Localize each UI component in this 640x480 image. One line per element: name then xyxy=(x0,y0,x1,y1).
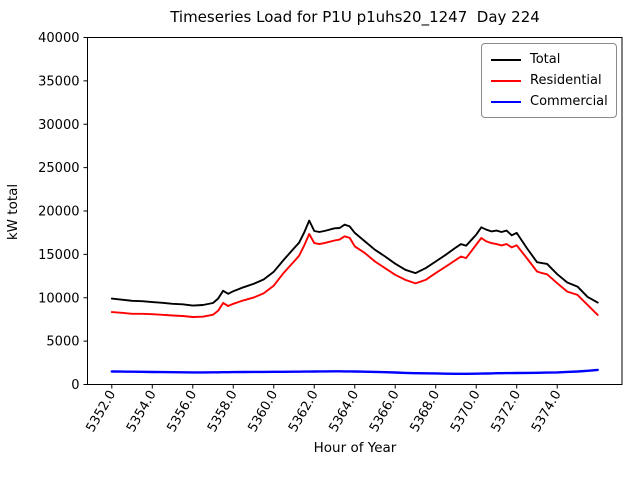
legend: Total Residential Commercial xyxy=(481,43,617,118)
x-tick-label: 5370.0 xyxy=(448,388,484,435)
x-tick-label: 5356.0 xyxy=(165,388,201,435)
x-axis-label: Hour of Year xyxy=(313,440,397,456)
x-tick-label: 5354.0 xyxy=(124,388,160,435)
legend-label-commercial: Commercial xyxy=(530,94,608,109)
legend-item-commercial: Commercial xyxy=(491,91,616,112)
y-tick-label: 5000 xyxy=(46,335,79,350)
x-tick-label: 5372.0 xyxy=(488,388,524,435)
x-tick-label: 5364.0 xyxy=(326,388,362,435)
y-tick-label: 25000 xyxy=(38,161,79,176)
x-tick-label: 5360.0 xyxy=(245,388,281,435)
series-line-commercial xyxy=(110,368,599,375)
legend-item-total: Total xyxy=(491,49,616,70)
legend-label-residential: Residential xyxy=(530,73,602,88)
x-tick-label: 5374.0 xyxy=(529,388,565,435)
legend-item-residential: Residential xyxy=(491,70,616,91)
y-tick-label: 35000 xyxy=(38,74,79,89)
x-tick-label: 5366.0 xyxy=(367,388,403,435)
y-tick-label: 0 xyxy=(71,378,79,393)
x-tick-label: 5358.0 xyxy=(205,388,241,435)
series-line-total xyxy=(110,219,599,307)
x-tick-label: 5362.0 xyxy=(286,388,322,435)
y-tick-label: 30000 xyxy=(38,118,79,133)
commercial-line-swatch xyxy=(491,100,521,103)
y-tick-label: 20000 xyxy=(38,205,79,220)
y-tick-label: 10000 xyxy=(38,291,79,306)
x-tick-label: 5352.0 xyxy=(84,388,120,435)
residential-line-swatch xyxy=(491,79,521,82)
y-tick-label: 15000 xyxy=(38,248,79,263)
legend-label-total: Total xyxy=(530,52,561,67)
x-tick-label: 5368.0 xyxy=(407,388,443,435)
total-line-swatch xyxy=(491,58,521,61)
series-line-residential xyxy=(110,233,599,318)
y-axis-label: kW total xyxy=(5,183,21,241)
y-tick-label: 40000 xyxy=(38,31,79,46)
chart-title: Timeseries Load for P1U p1uhs20_1247 Day… xyxy=(170,8,540,26)
